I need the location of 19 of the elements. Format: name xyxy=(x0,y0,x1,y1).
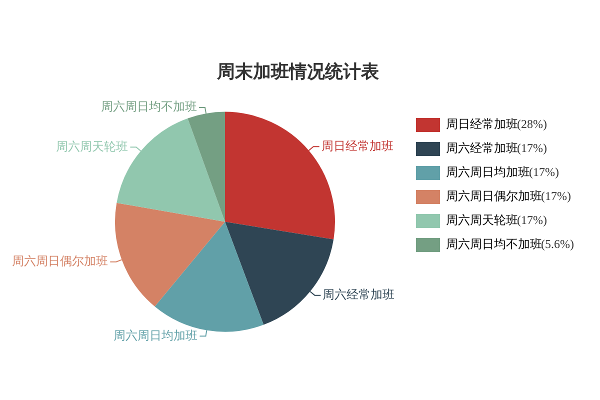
data-label: (17%) xyxy=(517,213,547,228)
legend-label: 周六周天轮班 xyxy=(446,213,518,228)
chart-title: 周末加班情况统计表 xyxy=(216,61,379,82)
data-label: (5.6%) xyxy=(541,237,574,252)
legend-label: 周六周日偶尔加班 xyxy=(446,189,542,204)
slice-label: 周六周日偶尔加班 xyxy=(12,254,108,268)
legend-label: 周六经常加班 xyxy=(446,141,518,156)
slice-label: 周日经常加班 xyxy=(321,138,394,153)
data-label: (17%) xyxy=(517,141,547,156)
slice-label: 周六周日均加班 xyxy=(114,328,198,342)
data-label: (28%) xyxy=(517,117,547,132)
slice-label: 周六经常加班 xyxy=(322,287,395,302)
legend-label: 周日经常加班 xyxy=(446,117,518,132)
data-label: (17%) xyxy=(541,189,571,204)
legend-label: 周六周日均加班 xyxy=(446,165,530,180)
legend-label: 周六周日均不加班 xyxy=(446,237,542,252)
slice-label: 周六周天轮班 xyxy=(56,139,128,154)
data-label: (17%) xyxy=(529,165,559,180)
slice-label: 周六周日均不加班 xyxy=(101,100,198,114)
